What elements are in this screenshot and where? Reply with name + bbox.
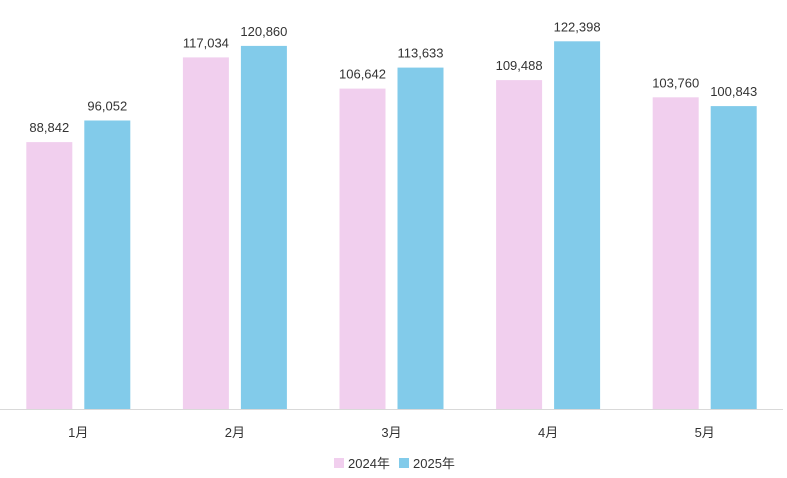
- legend-swatch: [399, 458, 409, 468]
- data-label: 88,842: [29, 120, 69, 135]
- x-tick-label: 1月: [68, 425, 88, 440]
- legend-swatch: [334, 458, 344, 468]
- legend: 2024年 2025年: [334, 456, 455, 471]
- x-axis-ticks: 1月 2月 3月 4月 5月: [68, 425, 715, 440]
- bar-2024年-2月: [182, 57, 229, 410]
- data-label: 122,398: [554, 19, 601, 34]
- x-tick-label: 4月: [538, 425, 558, 440]
- bar-2025年-5月: [710, 106, 757, 409]
- data-label: 96,052: [87, 99, 127, 114]
- data-label: 120,860: [240, 24, 287, 39]
- legend-item: 2024年: [334, 456, 390, 471]
- bar-2025年-4月: [554, 41, 601, 410]
- bar-2024年-3月: [339, 88, 386, 409]
- x-tick-label: 3月: [381, 425, 401, 440]
- data-label: 117,034: [183, 35, 229, 50]
- bar-2024年-4月: [496, 80, 543, 409]
- x-tick-label: 2月: [225, 425, 245, 440]
- legend-label: 2025年: [413, 456, 455, 471]
- data-label: 100,843: [710, 84, 757, 99]
- legend-item: 2025年: [399, 456, 455, 471]
- bars-layer: [26, 41, 757, 410]
- bar-2025年-3月: [397, 67, 444, 409]
- data-label: 103,760: [652, 75, 699, 90]
- data-label: 113,633: [397, 46, 443, 61]
- bar-2025年-2月: [240, 45, 287, 410]
- bar-2024年-5月: [652, 97, 699, 410]
- bar-2024年-1月: [26, 142, 73, 409]
- value-labels-layer: 88,842 96,052 117,034 120,860 106,642 113,633…: [29, 19, 757, 135]
- legend-label: 2024年: [348, 456, 390, 471]
- data-label: 109,488: [496, 58, 543, 73]
- bar-2025年-1月: [84, 120, 131, 409]
- data-label: 106,642: [339, 67, 386, 82]
- x-tick-label: 5月: [695, 425, 715, 440]
